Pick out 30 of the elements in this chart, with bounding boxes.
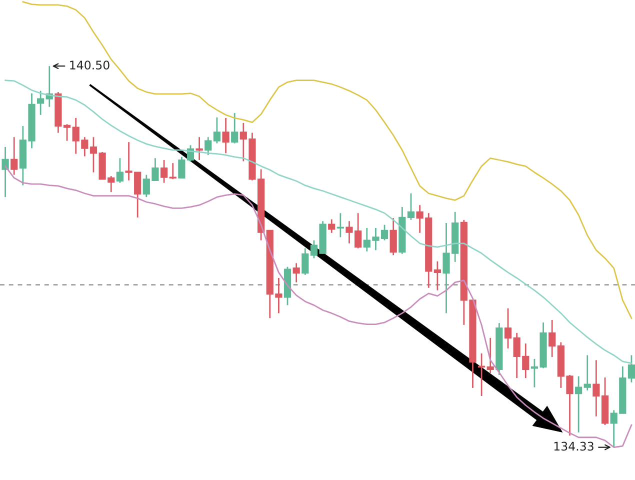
candlestick (302, 248, 309, 276)
candlestick (231, 112, 238, 144)
candlestick (504, 308, 512, 350)
candlestick (434, 260, 441, 292)
candlestick (628, 354, 635, 384)
candlestick (204, 136, 212, 156)
candlestick (292, 262, 300, 284)
candlestick (178, 156, 186, 179)
annotation: 134.33 (554, 442, 594, 451)
candlestick (90, 136, 98, 174)
candlestick (575, 376, 582, 434)
candlestick (584, 354, 591, 392)
candlestick (37, 90, 44, 116)
candlestick (486, 337, 494, 374)
candlestick (407, 192, 415, 221)
candlestick (390, 217, 397, 256)
candlestick (222, 117, 230, 154)
candlestick (169, 162, 176, 180)
candlestick (10, 136, 18, 176)
candlestick (592, 359, 600, 418)
candlestick (328, 218, 336, 234)
annotation: 140.50 (70, 60, 110, 70)
candlestick (336, 212, 344, 238)
candlestick (116, 157, 124, 184)
candlestick (196, 136, 203, 161)
candlestick (548, 319, 556, 358)
candlestick (2, 146, 9, 198)
candlestick (478, 352, 486, 397)
candlestick (213, 116, 221, 144)
candlestick (160, 159, 168, 184)
